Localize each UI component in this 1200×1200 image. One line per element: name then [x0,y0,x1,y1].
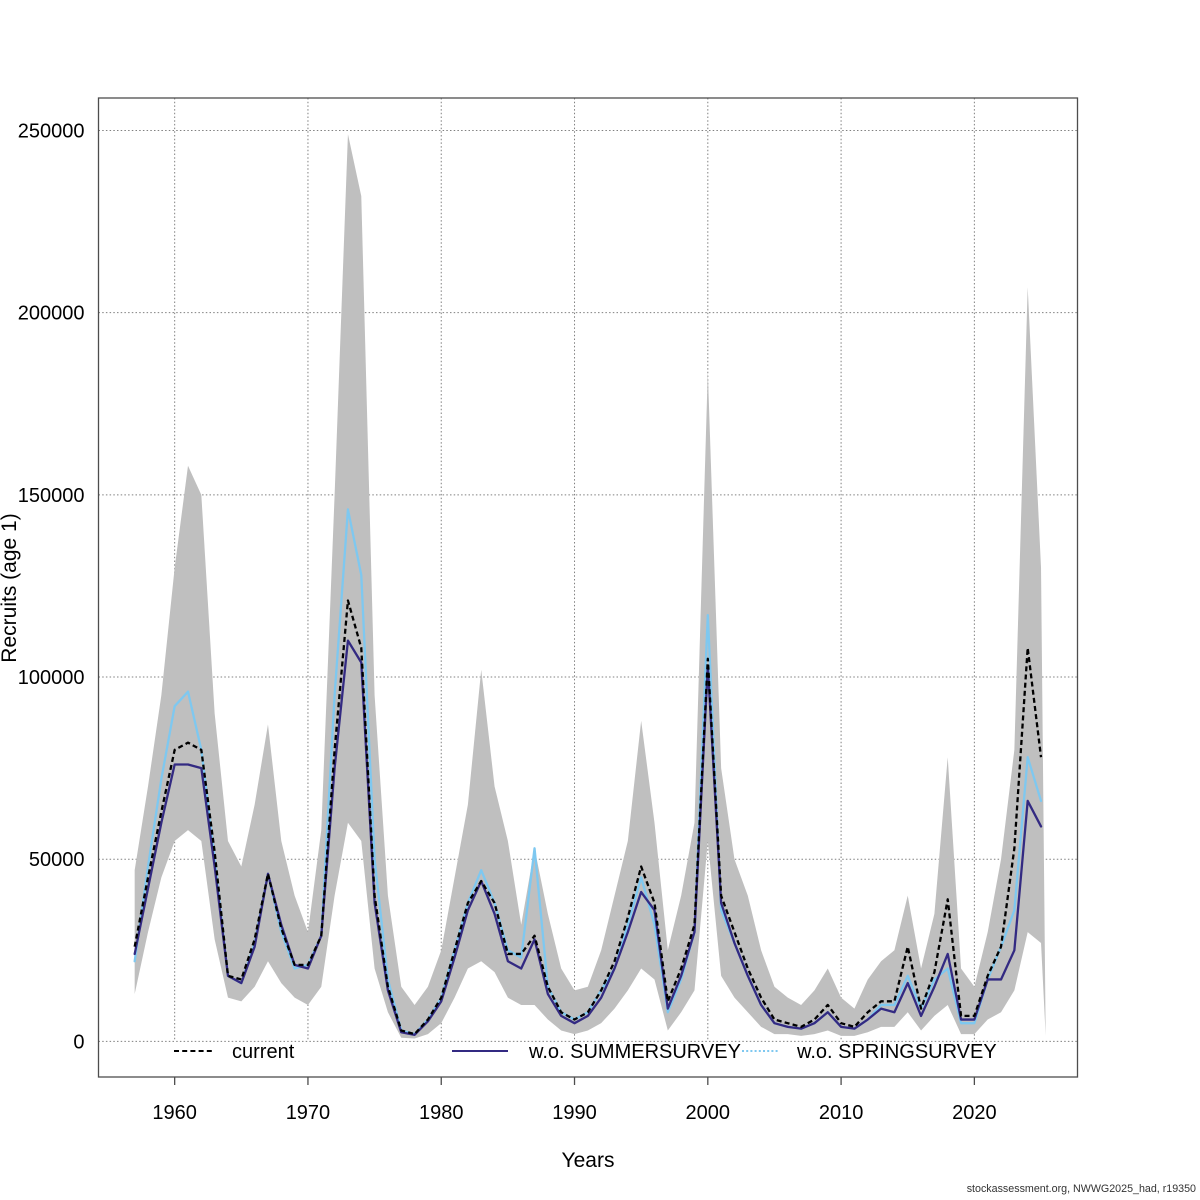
svg-text:1980: 1980 [419,1102,464,1124]
svg-text:200000: 200000 [18,303,85,325]
svg-text:0: 0 [73,1031,84,1053]
svg-text:Years: Years [562,1149,615,1172]
svg-text:100000: 100000 [18,667,85,689]
svg-text:w.o. SUMMERSURVEY: w.o. SUMMERSURVEY [528,1041,741,1063]
svg-text:1990: 1990 [552,1102,597,1124]
svg-text:150000: 150000 [18,485,85,507]
svg-text:1970: 1970 [286,1102,331,1124]
svg-text:stockassessment.org, NWWG2025_: stockassessment.org, NWWG2025_had, r1935… [967,1183,1196,1195]
svg-text:2000: 2000 [686,1102,731,1124]
svg-text:w.o. SPRINGSURVEY: w.o. SPRINGSURVEY [796,1041,997,1063]
svg-text:2020: 2020 [952,1102,997,1124]
svg-text:50000: 50000 [29,849,85,871]
svg-text:current: current [232,1041,295,1063]
svg-text:Recruits (age 1): Recruits (age 1) [0,513,21,662]
svg-text:2010: 2010 [819,1102,864,1124]
svg-text:1960: 1960 [152,1102,197,1124]
svg-text:250000: 250000 [18,121,85,143]
